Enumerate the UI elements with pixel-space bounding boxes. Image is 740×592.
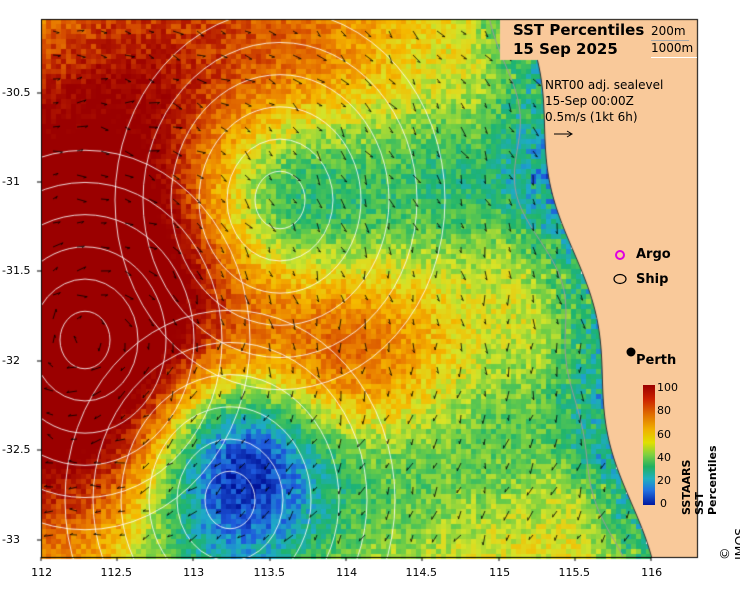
perth-marker-icon — [626, 347, 636, 357]
y-tick-label: -31.5 — [2, 264, 31, 277]
contour-legend: 200m 1000m — [651, 24, 694, 55]
x-tick-label: 113 — [183, 566, 205, 579]
map-title: SST Percentiles 15 Sep 2025 — [513, 21, 645, 58]
colorbar-tick: 0 — [660, 497, 667, 510]
ship-marker-icon — [613, 273, 627, 285]
x-tick-label: 114.5 — [405, 566, 438, 579]
y-tick-label: -33 — [2, 533, 20, 546]
x-tick-label: 112 — [31, 566, 53, 579]
colorbar-tick: 40 — [657, 451, 671, 464]
x-tick-label: 112.5 — [100, 566, 133, 579]
colorbar — [643, 385, 655, 505]
current-info: NRT00 adj. sealevel 15-Sep 00:00Z 0.5m/s… — [545, 78, 664, 124]
credit-text: © IMOS 23-Sep-2025 12:17 Hobart — [717, 527, 740, 560]
y-tick-label: -31 — [2, 175, 20, 188]
colorbar-tick: 20 — [657, 474, 671, 487]
colorbar-tick: 60 — [657, 428, 671, 441]
scale-arrow-icon — [554, 130, 573, 138]
y-tick-label: -30.5 — [2, 86, 31, 99]
contour-200m-swatch — [651, 40, 689, 41]
y-tick-label: -32.5 — [2, 443, 31, 456]
colorbar-tick: 100 — [657, 381, 678, 394]
x-tick-label: 114 — [336, 566, 358, 579]
ship-label: Ship — [636, 272, 669, 287]
y-tick-label: -32 — [2, 354, 20, 367]
contour-1000m-swatch — [651, 57, 697, 58]
colorbar-label: SSTAARS SST Percentiles — [680, 445, 719, 515]
argo-marker-icon — [615, 250, 625, 260]
x-tick-label: 115.5 — [558, 566, 591, 579]
argo-label: Argo — [636, 247, 671, 262]
colorbar-tick: 80 — [657, 404, 671, 417]
perth-label: Perth — [636, 353, 677, 368]
x-tick-label: 113.5 — [253, 566, 286, 579]
x-tick-label: 115 — [489, 566, 511, 579]
x-tick-label: 116 — [641, 566, 663, 579]
